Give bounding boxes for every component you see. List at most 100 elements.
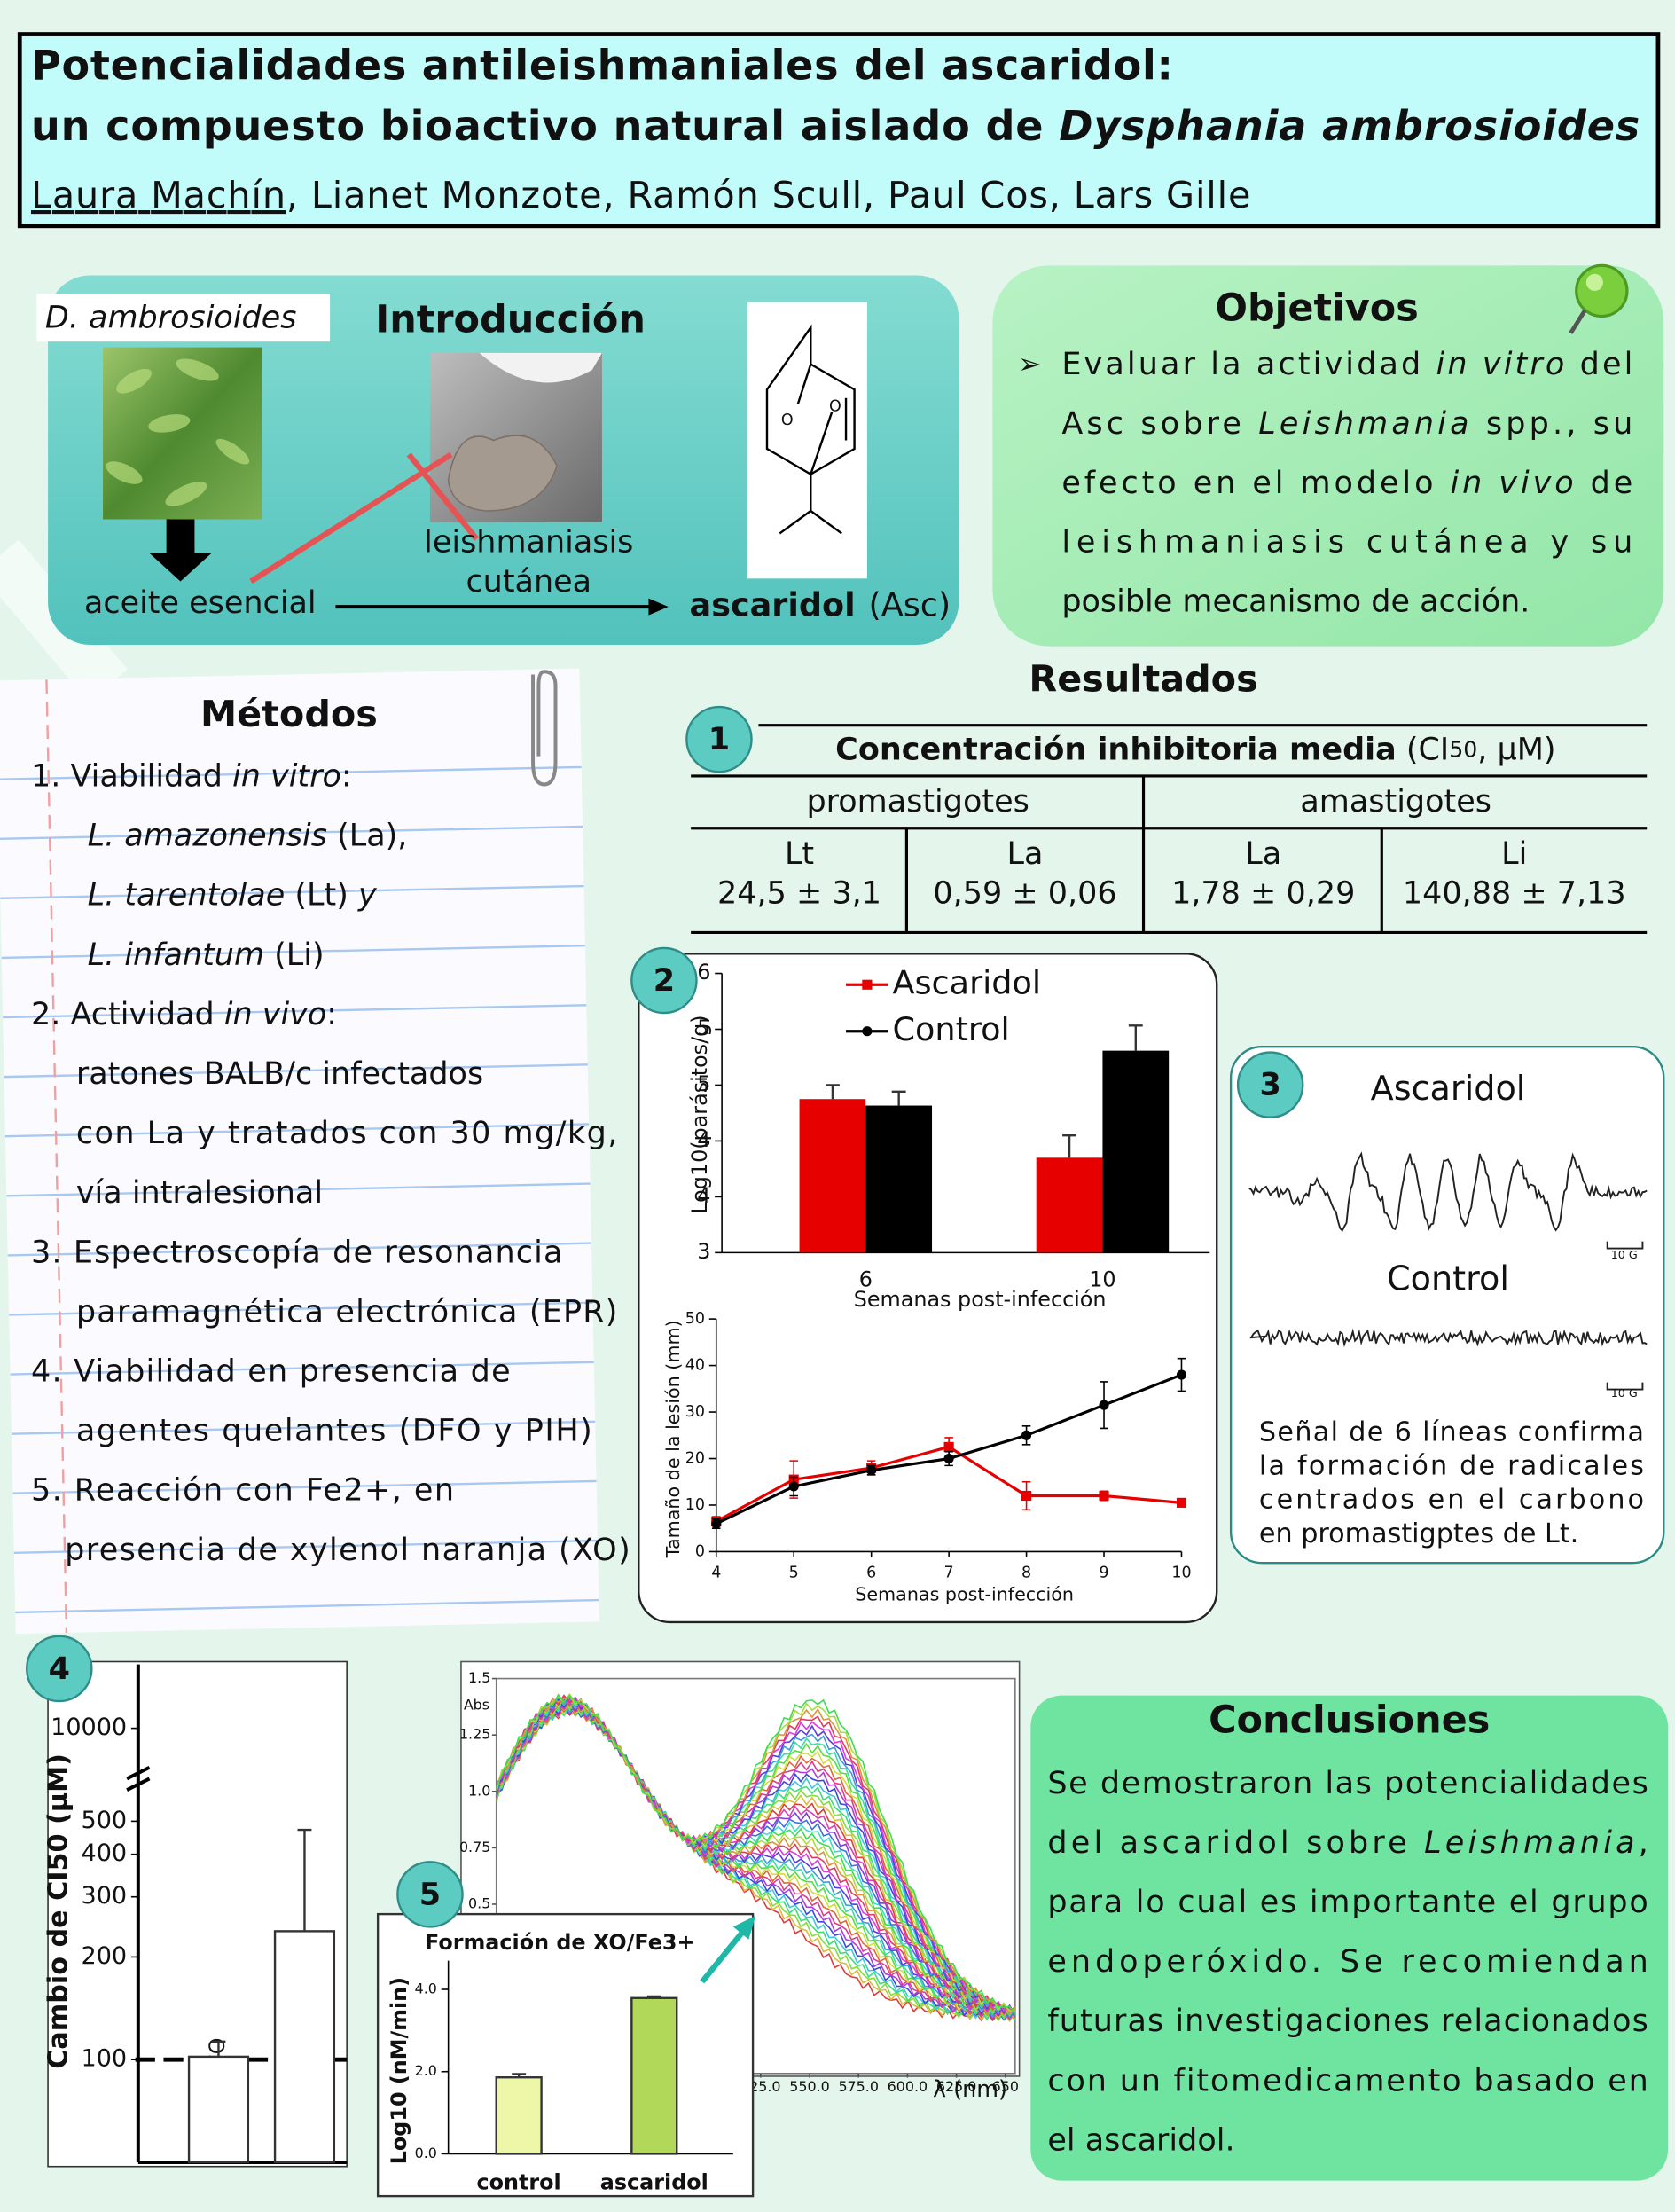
y-tick-label: 0.5 (468, 1894, 490, 1911)
y-tick-label: 5 (697, 1071, 710, 1096)
panel-5 (376, 1912, 755, 2198)
conclusion-line: futuras investigaciones relacionados (1047, 2004, 1648, 2039)
y-tick-label: 10000 (51, 1714, 127, 1741)
scale-bar (1606, 1241, 1644, 1250)
y-tick-label: 6 (697, 960, 710, 984)
objective-line: Asc sobre Leishmania spp., su (1061, 406, 1632, 442)
method-line: paramagnética electrónica (EPR) (76, 1294, 618, 1330)
table-cell: 1,78 ± 0,29 (1171, 875, 1355, 911)
disease-label: cutánea (466, 564, 591, 600)
x-axis-label: λ (nm) (933, 2075, 1007, 2102)
text-span: Leishmania (1258, 406, 1468, 442)
table-cell: La (1245, 836, 1281, 872)
text-span: con La y tratados con 30 mg/kg, (76, 1116, 618, 1151)
x-tick-label: 650 (992, 2078, 1019, 2095)
error-bar (825, 1084, 840, 1100)
inhibition-line (249, 451, 453, 584)
objectives-title: Objetivos (1215, 286, 1418, 331)
error-bar (297, 1828, 312, 1932)
axis-break (126, 1777, 151, 1792)
text-span: (Lt) (285, 878, 358, 914)
bar (1102, 1050, 1170, 1253)
x-tick-label: control (477, 2169, 561, 2194)
authors: Laura Machín, Lianet Monzote, Ramón Scul… (31, 174, 1250, 216)
disease-label: leishmaniasis (424, 525, 633, 561)
text-span: : (326, 997, 337, 1032)
conclusions-title: Conclusiones (1209, 1698, 1490, 1742)
molecule (765, 324, 856, 535)
text-span: ratones BALB/c infectados (76, 1056, 483, 1092)
scale-bar (1606, 1382, 1644, 1391)
text-span: Se demostraron las potencialidades (1047, 1766, 1648, 1801)
legend-label: Ascaridol (893, 964, 1042, 1002)
ruled-line (7, 1242, 591, 1257)
atom-label: O (781, 412, 794, 429)
inhibition-bar (406, 452, 479, 541)
table-group: promastigotes (806, 784, 1029, 820)
y-axis-label: Tamaño de la lesión (mm) (662, 1320, 684, 1558)
text-span: , (1639, 1825, 1648, 1861)
x-tick-label: 10 (1171, 1564, 1191, 1581)
point (788, 1481, 799, 1492)
bar (799, 1099, 866, 1253)
bar (630, 1996, 678, 2155)
point (1099, 1400, 1109, 1410)
y-tick-label: 500 (82, 1807, 128, 1834)
ruled-line (9, 1301, 593, 1316)
ruled-line (10, 1361, 594, 1376)
conclusions-box (1030, 1695, 1669, 2181)
text-span: futuras investigaciones relacionados (1047, 2004, 1648, 2039)
ruled-line (1, 944, 585, 960)
epr-caption: la formación de radicales (1259, 1451, 1644, 1482)
ruled-line (3, 1004, 587, 1019)
y-tick-label: 40 (685, 1357, 705, 1375)
conclusion-line: para lo cual es importante el grupo (1047, 1885, 1648, 1920)
epr-signal (1248, 1151, 1648, 1233)
text-span: in vivo (224, 997, 327, 1032)
error-bar (646, 1995, 661, 1998)
text-span: de (1577, 466, 1633, 501)
point (943, 1441, 954, 1452)
mouse-fur (479, 352, 602, 383)
plant-leaves (106, 358, 250, 506)
badge-number: 5 (419, 1877, 441, 1912)
text-span: y (357, 878, 378, 914)
badge-number: 1 (708, 722, 730, 757)
product-abbr: (Asc) (868, 586, 951, 624)
x-tick-label: 8 (1021, 1564, 1031, 1581)
badge (396, 1861, 464, 1928)
ruled-line (6, 1182, 591, 1197)
ruled-line (4, 1063, 588, 1079)
method-line: agentes quelantes (DFO y PIH) (76, 1414, 592, 1449)
point (1099, 1490, 1109, 1502)
methods: Métodos 1. Viabilidad in vitro: L. amazone… (31, 693, 630, 1568)
ruled-line (11, 1420, 596, 1435)
spectrum-curve (496, 1693, 1015, 2015)
error-bar (1128, 1024, 1143, 1051)
paperclip (531, 670, 558, 787)
text-span: , Lianet Monzote, Ramón Scull, Paul Cos,… (286, 174, 1251, 216)
method-line: 5. Reacción con Fe2+, en (31, 1473, 454, 1509)
paper (0, 668, 599, 1635)
ruled-line (15, 1598, 599, 1614)
text-span: spp., su (1473, 406, 1633, 442)
margin-line (45, 679, 68, 1633)
results-table: Resultados Concentración inhibitoria medi… (691, 657, 1648, 935)
plant-label: D. ambrosioides (45, 301, 297, 336)
text-span: endoperóxido. Se recomiendan (1047, 1944, 1648, 1980)
y-tick-label: 3 (697, 1239, 710, 1264)
x-tick-label: 6 (859, 1267, 873, 1292)
bar (273, 1930, 336, 2164)
text-span: Dysphania ambrosioides (1059, 102, 1640, 150)
y-tick-label: 200 (82, 1942, 128, 1970)
x-tick-label: 4 (711, 1564, 721, 1581)
text-span: paramagnética electrónica (EPR) (76, 1294, 618, 1330)
y-axis-label: Abs (464, 1696, 489, 1713)
y-tick-label: 20 (685, 1450, 705, 1468)
method-line: presencia de xylenol naranja (XO) (65, 1533, 630, 1568)
badge (1236, 1051, 1304, 1118)
ruled-line (12, 1479, 597, 1494)
table-group: amastigotes (1300, 784, 1491, 820)
